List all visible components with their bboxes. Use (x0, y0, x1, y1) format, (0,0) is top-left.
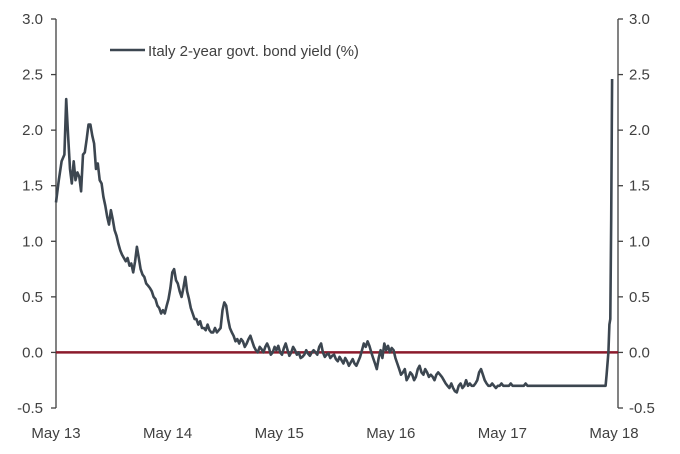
right-tick-label: 1.5 (629, 178, 650, 195)
right-tick-label: -0.5 (629, 400, 655, 417)
left-tick-label: 1.0 (22, 233, 43, 250)
left-tick-label: 2.0 (22, 122, 43, 139)
x-tick-label: May 15 (255, 425, 304, 442)
right-tick-label: 2.0 (629, 122, 650, 139)
left-tick-label: 0.0 (22, 344, 43, 361)
legend-label: Italy 2-year govt. bond yield (%) (148, 43, 359, 60)
left-tick-label: 1.5 (22, 178, 43, 195)
x-tick-label: May 17 (478, 425, 527, 442)
left-y-axis: 3.0 2.5 2.0 1.5 1.0 0.5 0.0 -0.5 (17, 11, 57, 417)
x-axis-labels: May 13 May 14 May 15 May 16 May 17 May 18 (31, 425, 638, 442)
legend: Italy 2-year govt. bond yield (%) (110, 43, 359, 60)
left-tick-label: 2.5 (22, 67, 43, 84)
right-tick-label: 1.0 (629, 233, 650, 250)
left-tick-label: 3.0 (22, 11, 43, 28)
right-tick-label: 0.5 (629, 289, 650, 306)
left-tick-label: 0.5 (22, 289, 43, 306)
x-tick-label: May 18 (589, 425, 638, 442)
x-tick-label: May 13 (31, 425, 80, 442)
right-tick-label: 3.0 (629, 11, 650, 28)
x-tick-label: May 16 (366, 425, 415, 442)
right-y-axis: 3.0 2.5 2.0 1.5 1.0 0.5 0.0 -0.5 (617, 11, 655, 417)
right-tick-label: 0.0 (629, 344, 650, 361)
yield-series-line (54, 78, 614, 394)
right-tick-label: 2.5 (629, 67, 650, 84)
left-tick-label: -0.5 (17, 400, 43, 417)
x-tick-label: May 14 (143, 425, 192, 442)
